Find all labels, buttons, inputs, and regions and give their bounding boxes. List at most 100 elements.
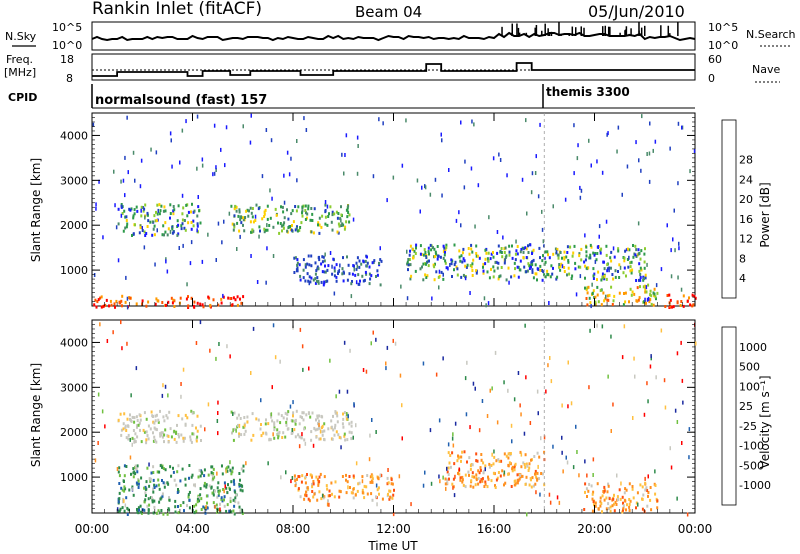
heatmap-cell [610,334,612,339]
heatmap-cell [488,215,490,220]
heatmap-cell [355,423,357,428]
heatmap-cell [222,488,225,491]
heatmap-cell [480,458,483,462]
heatmap-cell [500,251,503,254]
heatmap-cell [196,114,199,119]
heatmap-cell [306,272,309,276]
heatmap-cell [210,471,213,475]
heatmap-cell [163,419,166,423]
heatmap-cell [126,296,129,301]
heatmap-cell [169,203,172,207]
heatmap-cell [486,257,489,261]
heatmap-cell [507,472,510,476]
cpid-panel: CPID normalsound (fast) 157 themis 3300 [8,84,695,109]
heatmap-cell [309,218,312,222]
heatmap-cell [216,495,219,499]
heatmap-cell [298,263,301,267]
heatmap-cell [321,430,324,434]
heatmap-cell [465,265,468,269]
heatmap-cell [550,264,553,268]
heatmap-cell [171,227,174,231]
heatmap-cell [351,272,354,276]
heatmap-cell [438,269,441,274]
beam-label: Beam 04 [355,3,422,21]
heatmap-cell [421,185,423,190]
heatmap-cell [387,481,390,485]
heatmap-cell [212,172,214,177]
heatmap-cell [366,261,369,265]
heatmap-cell [158,487,161,491]
heatmap-cell [596,482,599,486]
heatmap-cell [258,234,260,239]
heatmap-cell [95,206,97,211]
heatmap-cell [525,270,528,274]
heatmap-cell [425,255,427,259]
heatmap-cell [510,423,513,428]
heatmap-cell [585,250,588,254]
heatmap-cell [482,461,485,465]
heatmap-cell [350,431,353,435]
heatmap-cell [232,509,235,513]
heatmap-cell [294,205,297,208]
heatmap-cell [552,444,554,449]
heatmap-cell [259,427,262,431]
heatmap-cell [379,258,382,262]
heatmap-cell [252,220,255,224]
heatmap-cell [343,271,345,275]
heatmap-cell [503,470,506,475]
heatmap-cell [400,284,402,289]
heatmap-cell [237,214,240,218]
heatmap-cell [283,200,286,205]
heatmap-cell [175,440,178,444]
colorbar-tick-label: 100 [739,380,760,393]
heatmap-cell [333,291,336,296]
heatmap-cell [137,506,140,510]
heatmap-cell [233,207,236,211]
heatmap-cell [302,276,305,280]
heatmap-cell [132,487,134,492]
heatmap-cell [217,481,220,485]
heatmap-cell [584,286,586,290]
heatmap-cell [532,484,535,488]
colorbar-tick-label: 20 [739,193,753,206]
heatmap-cell [176,219,179,223]
heatmap-cell [556,247,559,251]
heatmap-cell [322,283,325,287]
heatmap-cell [619,265,622,270]
heatmap-cell [261,174,264,179]
heatmap-cell [277,436,280,440]
heatmap-cell [371,480,374,484]
heatmap-cell [306,212,309,216]
heatmap-cell [352,264,355,268]
heatmap-cell [567,404,569,409]
heatmap-cell [141,508,144,512]
heatmap-cell [607,482,610,486]
heatmap-cell [290,212,293,216]
heatmap-cell [172,205,175,208]
nave-tick-low: 0 [708,72,715,85]
heatmap-cell [364,270,367,274]
heatmap-cell [305,128,308,132]
heatmap-cell [468,456,471,460]
heatmap-cell [342,223,345,227]
heatmap-cell [162,481,165,485]
heatmap-cell [439,479,441,484]
heatmap-cell [494,260,497,264]
heatmap-cell [584,233,586,238]
heatmap-cell [603,489,606,493]
heatmap-cell [155,297,158,301]
heatmap-cell [175,430,178,434]
heatmap-cell [131,436,134,440]
heatmap-cell [592,251,595,255]
heatmap-cell [441,193,443,198]
heatmap-cell [173,429,176,433]
heatmap-cell [370,492,373,496]
heatmap-cell [592,490,595,494]
heatmap-cell [350,282,353,286]
heatmap-cell [145,430,148,434]
colorbar-tick-label: 4 [739,272,746,285]
heatmap-cell [321,424,324,428]
heatmap-cell [440,270,443,274]
heatmap-cell [156,212,159,216]
heatmap-cell [147,424,150,428]
